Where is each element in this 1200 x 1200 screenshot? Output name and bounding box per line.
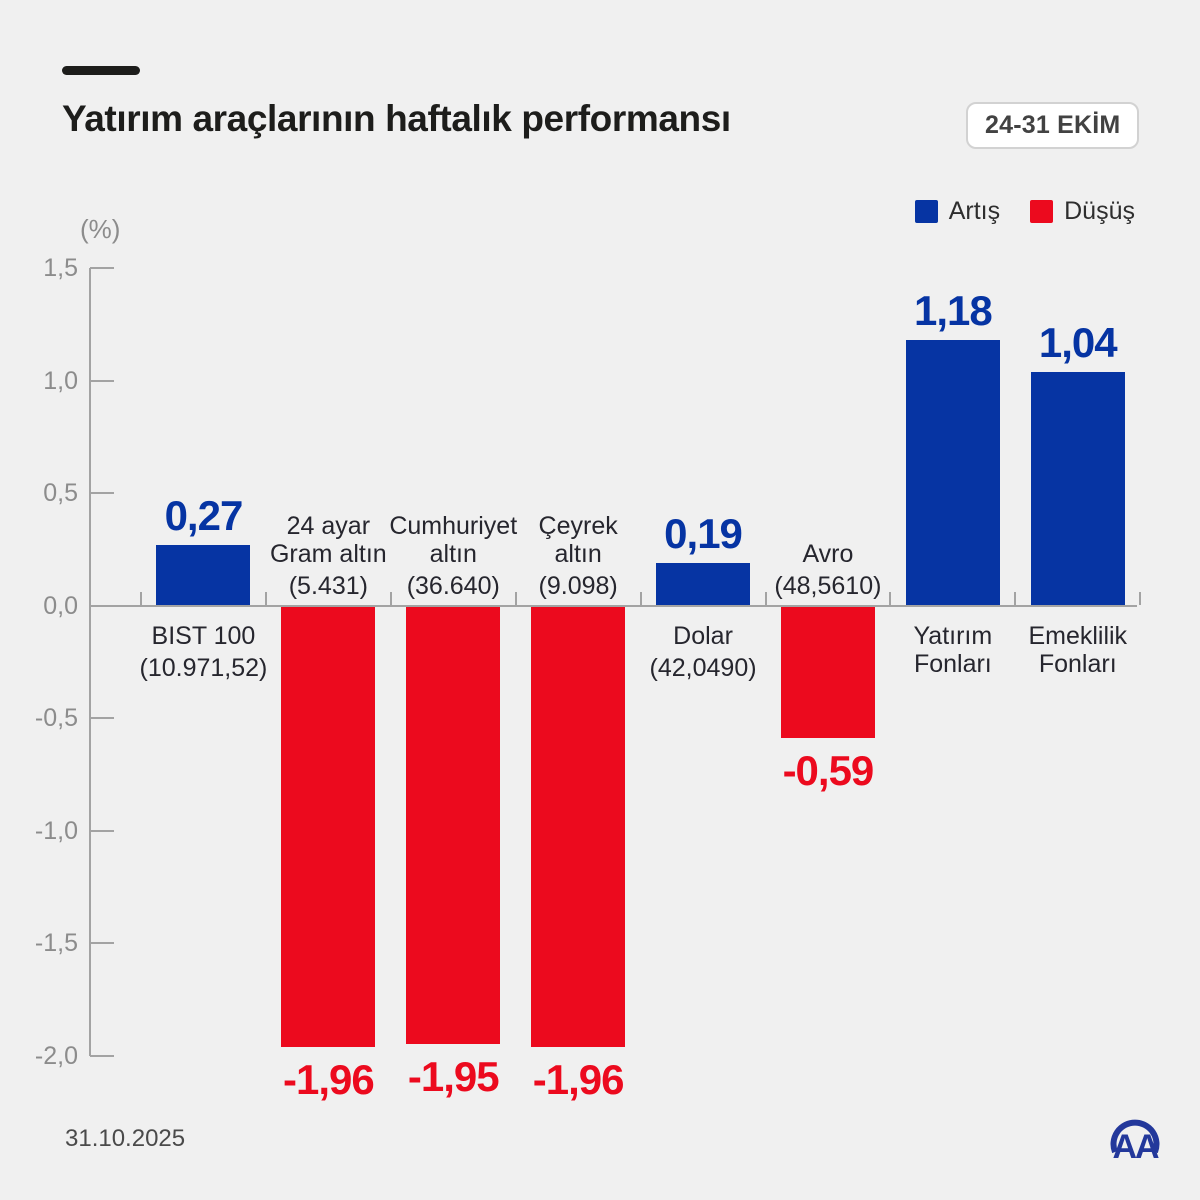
y-axis-tick	[90, 942, 114, 944]
category-current-value: (9.098)	[538, 571, 618, 600]
y-axis-tick	[90, 829, 114, 832]
increase-swatch-icon	[914, 200, 938, 223]
category-name-line: Yatırım	[913, 621, 993, 650]
y-axis-tick	[90, 717, 114, 719]
bar-value-label: 0,27	[164, 491, 244, 539]
bar-value-label: 1,18	[913, 287, 993, 334]
bar-increase	[1030, 371, 1125, 606]
category-boundary-tick	[389, 591, 392, 605]
category-name-line: altın	[429, 539, 477, 568]
bar-decrease	[406, 605, 501, 1045]
category-name-line: Avro	[802, 539, 854, 568]
y-axis-tick	[90, 267, 114, 269]
category-current-value: (36.640)	[406, 571, 500, 600]
category-boundary-tick	[514, 591, 517, 605]
category-name-line: Cumhuriyet	[389, 511, 518, 540]
y-axis-tick-label: 0,0	[43, 591, 78, 620]
category-name-line: Çeyrek	[538, 511, 618, 540]
category-name-line: Emeklilik	[1028, 621, 1128, 650]
bar-decrease	[531, 605, 626, 1047]
bar-value-label: -1,96	[532, 1055, 625, 1103]
category-boundary-tick	[764, 591, 767, 605]
y-axis-line	[89, 268, 91, 1056]
y-axis-tick-label: -2,0	[34, 1041, 78, 1070]
y-axis-tick-label: -0,5	[34, 704, 78, 732]
aa-agency-logo-icon: AA	[1106, 1108, 1164, 1171]
bar-decrease	[281, 605, 376, 1047]
title-accent-dash	[62, 66, 140, 75]
category-name-line: Gram altın	[269, 539, 387, 568]
page-title: Yatırım araçlarının haftalık performansı	[62, 98, 731, 139]
y-axis-tick-label: -1,0	[34, 816, 78, 845]
category-boundary-tick	[639, 591, 642, 605]
category-name-line: Fonları	[1038, 649, 1117, 678]
legend-label-decrease: Düşüş	[1064, 197, 1135, 225]
bar-value-label: 1,04	[1038, 318, 1118, 366]
category-name-line: 24 ayar	[286, 511, 371, 540]
bar-increase	[905, 340, 1000, 606]
category-boundary-tick	[140, 591, 142, 605]
legend-item-decrease: Düşüş	[1030, 197, 1135, 226]
category-label: Avro (48,5610)	[743, 540, 913, 600]
bar-increase	[156, 544, 251, 606]
bar-value-label: -1,95	[407, 1053, 500, 1101]
legend-item-increase: Artış	[914, 197, 1001, 226]
category-label: Dolar (42,0490)	[618, 622, 788, 682]
category-boundary-tick	[1139, 591, 1142, 605]
category-name-line: BIST 100	[151, 621, 256, 650]
y-axis-tick	[90, 492, 114, 494]
category-boundary-tick	[1014, 591, 1017, 605]
bar-increase	[656, 562, 751, 606]
y-axis-unit-label: (%)	[80, 214, 121, 244]
y-axis-tick	[90, 379, 114, 382]
category-current-value: (10.971,52)	[139, 653, 268, 682]
decrease-swatch-icon	[1030, 200, 1054, 223]
bar-decrease	[780, 605, 875, 739]
date-range-badge: 24-31 EKİM	[966, 102, 1140, 149]
category-label: Çeyrek altın (9.098)	[493, 512, 663, 600]
y-axis-tick-label: 1,0	[43, 366, 78, 395]
y-axis-tick-label: 0,5	[43, 479, 78, 507]
category-label: Emeklilik Fonları	[993, 622, 1163, 678]
category-name-line: Dolar	[673, 621, 733, 650]
category-label: Yatırım Fonları	[868, 622, 1038, 678]
publication-date: 31.10.2025	[65, 1125, 186, 1152]
bar-value-label: 0,19	[664, 509, 743, 557]
category-current-value: (42,0490)	[649, 653, 757, 682]
category-current-value: (5.431)	[288, 571, 368, 600]
legend-label-increase: Artış	[948, 197, 1001, 225]
svg-text:AA: AA	[1112, 1128, 1159, 1166]
category-boundary-tick	[264, 591, 267, 605]
zero-baseline	[89, 604, 1137, 607]
bar-value-label: -0,59	[782, 747, 875, 795]
category-label: 24 ayar Gram altın (5.431)	[243, 512, 413, 600]
y-axis-tick-label: 1,5	[43, 254, 78, 282]
category-name-line: Fonları	[913, 649, 992, 678]
category-label: Cumhuriyet altın (36.640)	[368, 512, 538, 600]
category-boundary-tick	[889, 591, 892, 605]
category-label: BIST 100 (10.971,52)	[118, 622, 288, 682]
chart-legend: Artış Düşüş	[914, 197, 1135, 226]
bar-value-label: -1,96	[282, 1055, 375, 1103]
y-axis-tick	[90, 1054, 114, 1057]
y-axis-tick-label: -1,5	[34, 929, 78, 957]
category-name-line: altın	[554, 539, 602, 568]
category-current-value: (48,5610)	[774, 571, 882, 600]
